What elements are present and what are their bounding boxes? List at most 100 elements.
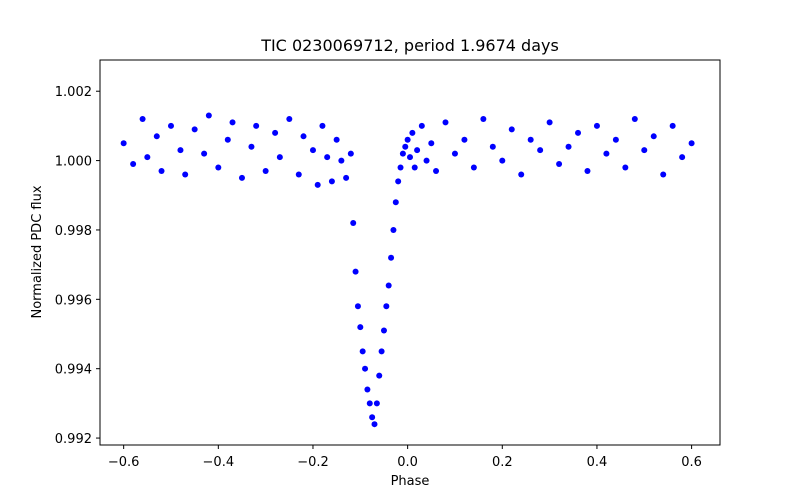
chart-title: TIC 0230069712, period 1.9674 days bbox=[260, 36, 559, 55]
data-point bbox=[380, 327, 387, 334]
data-point bbox=[480, 115, 487, 122]
data-point bbox=[556, 161, 563, 168]
data-point bbox=[354, 303, 361, 310]
data-point bbox=[407, 154, 413, 161]
y-axis-label: Normalized PDC flux bbox=[30, 185, 45, 318]
data-point bbox=[631, 115, 638, 122]
data-point bbox=[215, 164, 222, 171]
y-tick-label: 1.002 bbox=[55, 85, 92, 100]
data-point bbox=[362, 365, 369, 372]
data-point bbox=[442, 119, 449, 126]
data-point bbox=[167, 122, 174, 129]
data-point bbox=[688, 140, 695, 147]
y-tick-label: 0.998 bbox=[55, 224, 92, 239]
data-point bbox=[378, 348, 385, 355]
data-point bbox=[309, 147, 316, 154]
x-tick-label: −0.4 bbox=[203, 455, 235, 470]
x-tick-label: 0.0 bbox=[397, 455, 418, 470]
data-point bbox=[248, 143, 255, 150]
data-point bbox=[397, 164, 404, 171]
y-tick-label: 1.000 bbox=[55, 155, 92, 170]
data-point bbox=[191, 126, 198, 133]
data-point bbox=[319, 122, 326, 129]
data-point bbox=[120, 140, 127, 147]
data-point bbox=[409, 129, 416, 136]
data-point bbox=[364, 386, 371, 393]
data-point bbox=[489, 143, 496, 150]
y-axis-ticks: 0.992 0.994 0.996 0.998 1.000 1.002 bbox=[55, 85, 100, 447]
data-point bbox=[383, 303, 390, 310]
data-point bbox=[669, 122, 676, 129]
data-point bbox=[369, 414, 376, 421]
data-point bbox=[238, 174, 245, 181]
data-point bbox=[262, 167, 269, 174]
data-point bbox=[418, 122, 425, 129]
data-point bbox=[399, 150, 406, 157]
data-point bbox=[324, 154, 331, 161]
data-point bbox=[385, 282, 392, 289]
data-point bbox=[201, 150, 208, 157]
data-point bbox=[347, 150, 354, 157]
data-point bbox=[527, 136, 534, 143]
data-point bbox=[373, 400, 380, 407]
data-point bbox=[224, 136, 231, 143]
data-point bbox=[300, 133, 307, 140]
data-point bbox=[650, 133, 657, 140]
data-point bbox=[359, 348, 366, 355]
data-point bbox=[641, 147, 648, 154]
plot-frame bbox=[99, 59, 721, 446]
data-point bbox=[603, 150, 610, 157]
data-point bbox=[295, 171, 302, 178]
data-point bbox=[411, 164, 418, 171]
data-point bbox=[404, 136, 411, 143]
data-point bbox=[499, 157, 506, 164]
data-point bbox=[314, 181, 321, 188]
data-point bbox=[593, 122, 600, 129]
data-point bbox=[139, 115, 146, 122]
data-point bbox=[371, 421, 378, 428]
data-point bbox=[392, 199, 399, 206]
x-tick-label: 0.2 bbox=[492, 455, 513, 470]
y-tick-label: 0.992 bbox=[55, 432, 92, 447]
data-point bbox=[286, 115, 293, 122]
data-point bbox=[357, 324, 364, 331]
data-point bbox=[537, 147, 544, 154]
x-tick-label: −0.2 bbox=[297, 455, 329, 470]
data-point bbox=[333, 136, 340, 143]
data-point bbox=[423, 157, 430, 164]
data-point bbox=[402, 143, 409, 150]
data-point bbox=[338, 157, 345, 164]
data-point bbox=[584, 167, 591, 174]
x-axis-ticks: −0.6 −0.4 −0.2 0.0 0.2 0.4 0.6 bbox=[108, 445, 702, 470]
data-point bbox=[575, 129, 582, 136]
data-point bbox=[390, 226, 397, 233]
data-point bbox=[428, 140, 435, 147]
data-point bbox=[565, 143, 572, 150]
data-point bbox=[153, 133, 160, 140]
data-point bbox=[433, 167, 440, 174]
data-point bbox=[272, 129, 279, 136]
x-tick-label: 0.6 bbox=[681, 455, 702, 470]
data-point bbox=[205, 112, 212, 119]
data-point bbox=[612, 136, 619, 143]
data-point bbox=[470, 164, 477, 171]
x-tick-label: −0.6 bbox=[108, 455, 140, 470]
data-point bbox=[518, 171, 525, 178]
data-point bbox=[679, 154, 686, 161]
data-point bbox=[182, 171, 189, 178]
data-point bbox=[144, 154, 151, 161]
data-point bbox=[451, 150, 458, 157]
data-point bbox=[130, 161, 137, 168]
data-point bbox=[395, 178, 402, 185]
data-point bbox=[461, 136, 468, 143]
data-point bbox=[158, 167, 165, 174]
data-point bbox=[350, 220, 357, 227]
data-point bbox=[276, 154, 283, 161]
data-point bbox=[343, 174, 350, 181]
data-point bbox=[508, 126, 515, 133]
x-axis-label: Phase bbox=[391, 474, 430, 489]
y-tick-label: 0.994 bbox=[55, 363, 92, 378]
